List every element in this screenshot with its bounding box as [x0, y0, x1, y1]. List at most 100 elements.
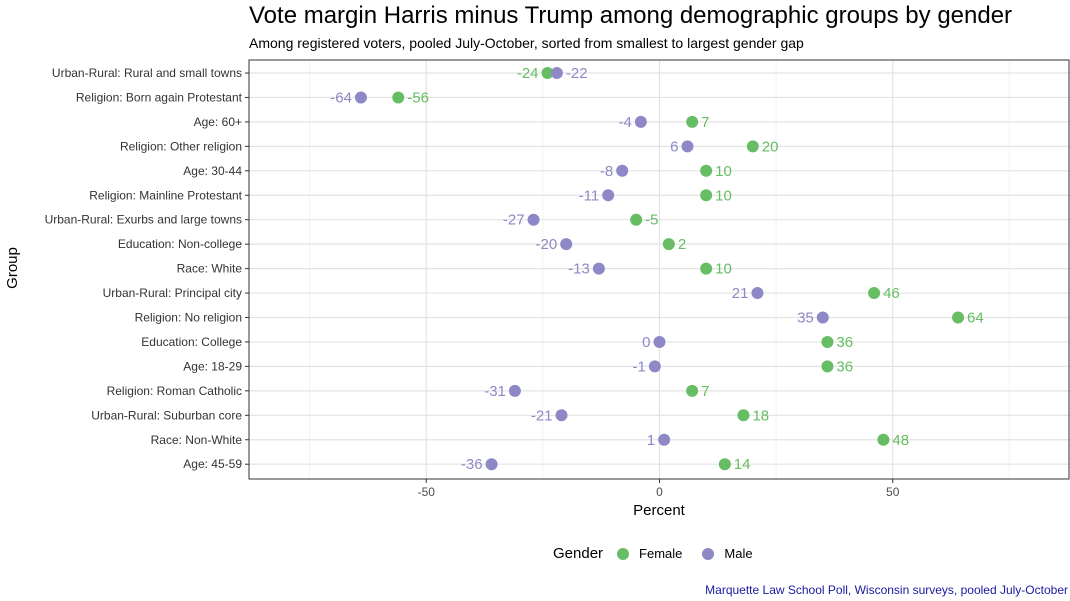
data-point-male — [751, 287, 764, 300]
legend-swatch-female — [617, 547, 630, 560]
y-tick-label: Age: 45-59 — [183, 457, 242, 471]
legend-swatch-male — [702, 547, 715, 560]
data-label-male: 35 — [797, 310, 814, 327]
data-point-male — [508, 384, 521, 397]
axis-layer: Urban-Rural: Rural and small towns Religi… — [45, 59, 1070, 499]
y-tick-label: Education: Non-college — [118, 237, 242, 251]
data-point-female — [392, 91, 405, 104]
y-tick-label: Religion: Other religion — [120, 139, 242, 153]
data-point-male — [592, 262, 605, 275]
data-point-female — [700, 164, 713, 177]
data-label-female: 14 — [734, 456, 751, 473]
chart-title: Vote margin Harris minus Trump among dem… — [249, 2, 1013, 29]
data-label-female: 48 — [892, 432, 909, 449]
data-point-female — [700, 262, 713, 275]
grid-layer — [249, 60, 1070, 479]
data-point-female — [877, 433, 890, 446]
data-point-female — [686, 115, 699, 128]
y-axis-title: Group — [4, 247, 21, 289]
data-label-female: 64 — [967, 310, 984, 327]
points-layer — [354, 67, 965, 471]
data-label-male: 1 — [647, 432, 655, 449]
data-point-female — [746, 140, 759, 153]
y-tick-label: Age: 60+ — [194, 115, 242, 129]
data-label-male: -36 — [461, 456, 483, 473]
data-label-male: -4 — [618, 114, 631, 131]
data-label-male: -8 — [600, 163, 613, 180]
data-label-female: 2 — [678, 236, 686, 253]
data-label-male: 6 — [670, 138, 678, 155]
data-label-male: -27 — [503, 212, 525, 229]
data-point-male — [550, 67, 563, 79]
chart-subtitle: Among registered voters, pooled July-Oct… — [249, 35, 804, 51]
y-tick-label: Religion: Mainline Protestant — [89, 188, 242, 202]
data-point-male — [354, 91, 367, 104]
data-label-male: 21 — [732, 285, 749, 302]
data-label-female: 10 — [715, 163, 732, 180]
data-point-male — [658, 433, 671, 446]
data-point-female — [686, 384, 699, 397]
legend: Gender Female Male — [553, 545, 765, 562]
data-point-female — [737, 409, 750, 422]
data-label-male: -20 — [536, 236, 558, 253]
y-tick-label: Age: 18-29 — [183, 359, 242, 373]
y-tick-label: Religion: Born again Protestant — [76, 90, 243, 104]
legend-item-male: Male — [702, 546, 753, 561]
y-tick-label: Education: College — [141, 335, 242, 349]
labels-layer: -24 -22-56-647-420610-810-11-5-272-2010-1… — [330, 65, 983, 473]
legend-label-male: Male — [724, 546, 753, 561]
data-point-male — [602, 189, 615, 202]
data-point-male — [616, 164, 629, 177]
data-label-female: 18 — [752, 407, 769, 424]
data-point-female — [541, 67, 554, 79]
x-tick-label: 0 — [656, 485, 663, 499]
data-point-female — [821, 360, 834, 373]
x-axis-title: Percent — [633, 502, 686, 519]
data-label-male: -1 — [632, 358, 645, 375]
y-tick-label: Religion: No religion — [135, 311, 242, 325]
data-point-male — [634, 115, 647, 128]
y-tick-label: Race: Non-White — [151, 433, 243, 447]
y-tick-label: Urban-Rural: Exurbs and large towns — [45, 213, 242, 227]
data-label-male: -22 — [566, 65, 588, 82]
y-tick-label: Race: White — [177, 262, 243, 276]
data-point-male — [555, 409, 568, 422]
data-label-male: 0 — [642, 334, 650, 351]
data-label-male: -64 — [330, 89, 352, 106]
data-point-female — [868, 287, 881, 300]
data-point-female — [952, 311, 965, 324]
data-point-male — [681, 140, 694, 153]
data-label-female: 10 — [715, 187, 732, 204]
data-point-male — [648, 360, 661, 373]
data-point-female — [630, 213, 643, 226]
data-label-female: -56 — [407, 89, 429, 106]
y-tick-label: Age: 30-44 — [183, 164, 242, 178]
data-label-female: 36 — [836, 334, 853, 351]
y-tick-label: Urban-Rural: Rural and small towns — [52, 66, 242, 80]
data-point-female — [821, 335, 834, 348]
x-tick-label: 50 — [886, 485, 900, 499]
data-point-female — [662, 238, 675, 251]
source-caption: Marquette Law School Poll, Wisconsin sur… — [705, 583, 1068, 597]
x-tick-label: -50 — [418, 485, 436, 499]
data-label-female: 20 — [762, 138, 779, 155]
data-label-male: -31 — [484, 383, 506, 400]
data-label-female: -5 — [645, 212, 658, 229]
data-label-female: 7 — [701, 383, 709, 400]
data-label-female: -24 — [517, 65, 539, 82]
data-point-male — [560, 238, 573, 251]
legend-title: Gender — [553, 545, 604, 562]
y-tick-label: Urban-Rural: Suburban core — [91, 408, 242, 422]
data-label-male: -13 — [568, 261, 590, 278]
data-point-male — [816, 311, 829, 324]
data-label-female: 7 — [701, 114, 709, 131]
y-tick-label: Urban-Rural: Principal city — [103, 286, 242, 300]
y-tick-label: Religion: Roman Catholic — [107, 384, 242, 398]
data-point-male — [485, 458, 498, 471]
legend-label-female: Female — [639, 546, 683, 561]
data-label-female: 46 — [883, 285, 900, 302]
data-point-male — [527, 213, 540, 226]
data-label-male: -11 — [579, 187, 600, 204]
data-label-male: -21 — [531, 407, 553, 424]
